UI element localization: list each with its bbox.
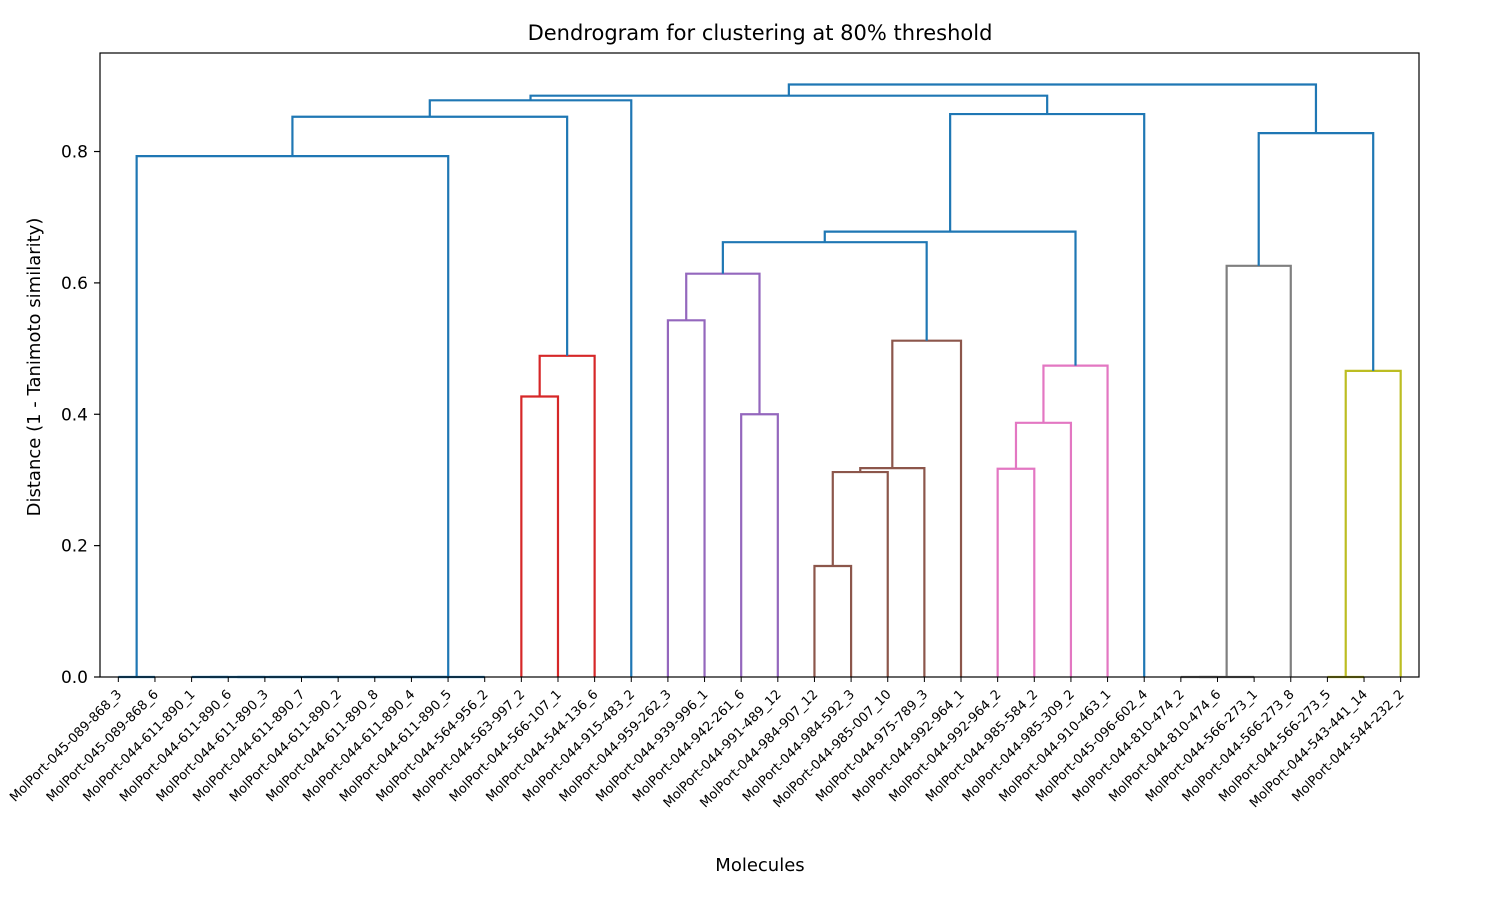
dendrogram-link <box>666 319 706 677</box>
dendrogram-link <box>291 115 569 356</box>
dendrogram-links <box>118 83 1402 679</box>
y-tick-label: 0.8 <box>61 143 88 163</box>
dendrogram-link <box>891 339 963 677</box>
dendrogram-link <box>813 564 853 677</box>
chart-title: Dendrogram for clustering at 80% thresho… <box>528 21 993 45</box>
y-tick-label: 0.4 <box>61 405 88 425</box>
y-tick-label: 0.6 <box>61 274 88 294</box>
plot-frame <box>99 52 1420 678</box>
x-axis: MolPort-045-089-868_3MolPort-045-089-868… <box>7 677 1408 811</box>
dendrogram-link <box>428 99 633 677</box>
dendrogram-link <box>1042 364 1109 677</box>
dendrogram-link <box>1257 132 1375 371</box>
dendrogram-link <box>685 272 761 415</box>
y-axis-label: Distance (1 - Tanimoto similarity) <box>24 218 45 517</box>
dendrogram-link <box>1344 369 1402 677</box>
dendrogram-link <box>721 241 928 341</box>
y-tick-label: 0.0 <box>61 668 88 688</box>
dendrogram-link <box>1225 264 1292 677</box>
x-axis-label: Molecules <box>715 855 804 876</box>
dendrogram-link <box>787 83 1318 134</box>
y-tick-label: 0.2 <box>61 537 88 557</box>
y-axis: 0.0 0.2 0.4 0.6 0.8 <box>61 143 100 688</box>
